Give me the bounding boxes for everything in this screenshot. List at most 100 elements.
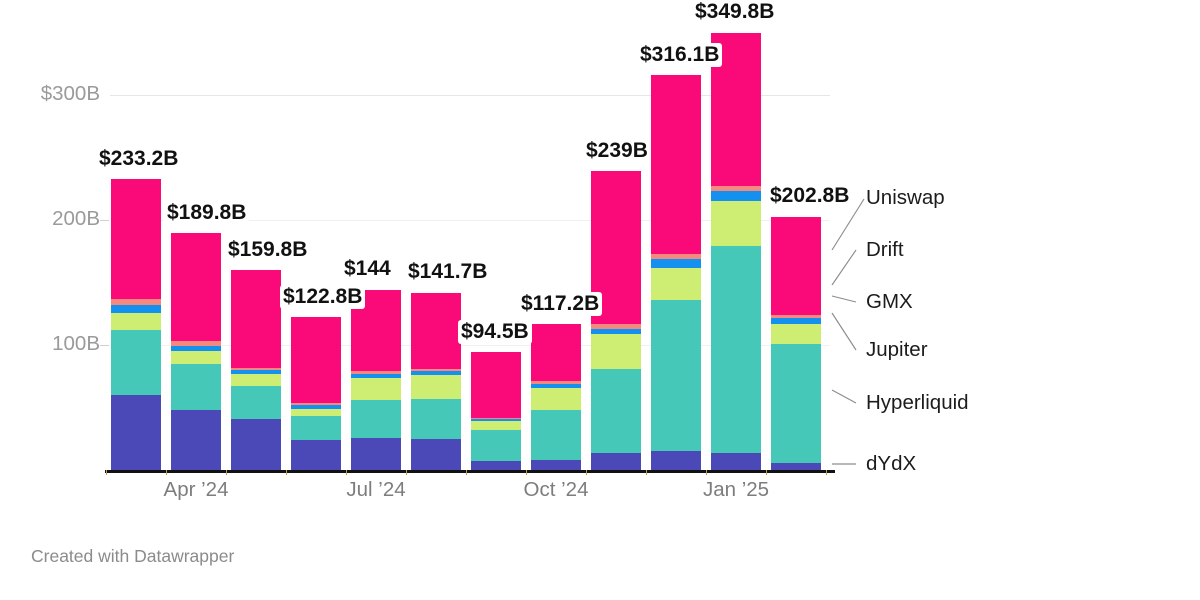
bar-segment[interactable] <box>471 430 521 462</box>
bar-segment[interactable] <box>111 330 161 395</box>
legend-item-jupiter[interactable]: Jupiter <box>866 338 928 361</box>
bar-segment[interactable] <box>591 333 641 369</box>
bar-segment[interactable] <box>651 300 701 452</box>
bar-segment[interactable] <box>771 323 821 344</box>
bar-segment[interactable] <box>471 461 521 470</box>
bar-segment[interactable] <box>351 377 401 400</box>
bar-segment[interactable] <box>471 418 521 422</box>
bar-segment[interactable] <box>291 405 341 409</box>
bar-segment[interactable] <box>411 398 461 439</box>
bar-segment[interactable] <box>111 395 161 470</box>
legend-item-dydx[interactable]: dYdX <box>866 452 917 475</box>
bar[interactable] <box>591 0 641 470</box>
bar-segment[interactable] <box>771 343 821 463</box>
bar-segment[interactable] <box>591 368 641 453</box>
bar-segment[interactable] <box>651 74 701 254</box>
bar-segment[interactable] <box>231 370 281 374</box>
chart-credit: Created with Datawrapper <box>31 546 235 566</box>
bar-segment[interactable] <box>291 440 341 470</box>
bar-segment[interactable] <box>711 246 761 453</box>
bar-segment[interactable] <box>771 216 821 315</box>
bar[interactable] <box>231 0 281 470</box>
bar-segment[interactable] <box>351 400 401 438</box>
bar-segment[interactable] <box>171 346 221 352</box>
bar-segment[interactable] <box>111 305 161 313</box>
gridline <box>110 95 830 96</box>
bar-segment[interactable] <box>171 351 221 364</box>
bar-segment[interactable] <box>771 315 821 318</box>
bar-segment[interactable] <box>411 368 461 372</box>
bar-segment[interactable] <box>171 341 221 347</box>
y-tick-mark <box>100 345 109 346</box>
bar-segment[interactable] <box>231 270 281 368</box>
x-axis-tick-label: Jan ’25 <box>702 478 770 501</box>
bar-segment[interactable] <box>531 381 581 384</box>
bar-segment[interactable] <box>351 371 401 374</box>
bar-segment[interactable] <box>771 462 821 470</box>
bar-segment[interactable] <box>711 186 761 192</box>
bar-segment[interactable] <box>471 417 521 419</box>
bar-segment[interactable] <box>291 416 341 440</box>
bar-segment[interactable] <box>171 363 221 410</box>
bar-segment[interactable] <box>531 460 581 470</box>
bar-value-label: $202.8B <box>767 183 853 208</box>
legend-item-drift[interactable]: Drift <box>866 238 904 261</box>
bar-segment[interactable] <box>591 328 641 334</box>
bar-segment[interactable] <box>591 452 641 470</box>
bar-segment[interactable] <box>111 298 161 305</box>
bar[interactable] <box>471 0 521 470</box>
bar-segment[interactable] <box>711 201 761 247</box>
bar[interactable] <box>711 0 761 470</box>
y-axis-tick-label: $300B <box>40 82 100 105</box>
bar-segment[interactable] <box>291 402 341 405</box>
bar-segment[interactable] <box>351 437 401 470</box>
bar-segment[interactable] <box>651 451 701 470</box>
bar-segment[interactable] <box>411 375 461 399</box>
bar-segment[interactable] <box>111 178 161 299</box>
bar-segment[interactable] <box>171 232 221 342</box>
legend-item-uniswap[interactable]: Uniswap <box>866 186 945 209</box>
gridline <box>110 345 830 346</box>
bar-segment[interactable] <box>231 386 281 419</box>
x-tick-mark <box>586 470 587 475</box>
bar-segment[interactable] <box>771 317 821 324</box>
bar-segment[interactable] <box>411 438 461 470</box>
y-tick-mark <box>100 220 109 221</box>
bar[interactable] <box>291 0 341 470</box>
bar-segment[interactable] <box>711 191 761 202</box>
bar-segment[interactable] <box>531 323 581 382</box>
bar-segment[interactable] <box>111 312 161 330</box>
bar-segment[interactable] <box>411 371 461 375</box>
bar-segment[interactable] <box>651 253 701 259</box>
bar[interactable] <box>171 0 221 470</box>
bar-segment[interactable] <box>351 373 401 378</box>
bar-segment[interactable] <box>591 323 641 329</box>
bar-segment[interactable] <box>291 408 341 417</box>
bar[interactable] <box>531 0 581 470</box>
bar-segment[interactable] <box>231 367 281 370</box>
bar-segment[interactable] <box>651 267 701 300</box>
x-axis-baseline <box>105 470 835 473</box>
bar-segment[interactable] <box>291 316 341 403</box>
bar-segment[interactable] <box>231 418 281 470</box>
bar-segment[interactable] <box>411 292 461 369</box>
legend-item-gmx[interactable]: GMX <box>866 290 913 313</box>
bar-segment[interactable] <box>231 373 281 387</box>
bar[interactable] <box>111 0 161 470</box>
x-tick-mark <box>166 470 167 475</box>
bar-segment[interactable] <box>651 258 701 268</box>
bar-segment[interactable] <box>471 351 521 418</box>
bar-segment[interactable] <box>531 383 581 388</box>
bar-segment[interactable] <box>711 452 761 470</box>
bar-segment[interactable] <box>531 387 581 410</box>
bar-segment[interactable] <box>171 410 221 470</box>
bar-segment[interactable] <box>531 410 581 460</box>
bar[interactable] <box>651 0 701 470</box>
x-tick-mark <box>406 470 407 475</box>
bar-value-label: $159.8B <box>225 238 311 263</box>
legend-item-hyperliquid[interactable]: Hyperliquid <box>866 391 969 414</box>
bar[interactable] <box>411 0 461 470</box>
bar[interactable] <box>351 0 401 470</box>
bar-segment[interactable] <box>471 421 521 430</box>
bar[interactable] <box>771 0 821 470</box>
